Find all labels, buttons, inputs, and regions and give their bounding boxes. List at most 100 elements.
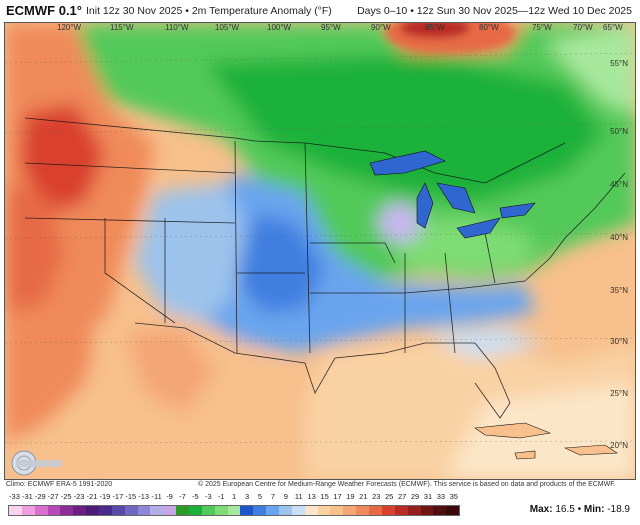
colorbar-tick: -27 <box>47 492 59 501</box>
caribbean-islands <box>474 422 618 460</box>
colorbar-tick: -23 <box>73 492 85 501</box>
colorbar-tick: 1 <box>232 492 237 501</box>
colorbar-tick: -11 <box>151 492 162 501</box>
colorbar-tick: 35 <box>449 492 458 501</box>
colorbar-swatch <box>304 506 318 515</box>
lat-label: 55°N <box>610 59 628 68</box>
lon-label: 110°W <box>165 23 189 32</box>
colorbar-swatch <box>407 506 421 515</box>
header: ECMWF 0.1° Init 12z 30 Nov 2025 • 2m Tem… <box>0 0 640 22</box>
run-info: Init 12z 30 Nov 2025 • 2m Temperature An… <box>86 5 332 17</box>
colorbar-swatch <box>9 506 22 515</box>
colorbar-swatch <box>433 506 447 515</box>
colorbar-tick: 11 <box>294 492 303 501</box>
colorbar-swatch <box>47 506 61 515</box>
colorbar-swatch <box>176 506 190 515</box>
colorbar-tick: 9 <box>283 492 288 501</box>
colorbar <box>8 505 460 516</box>
lon-label: 65°W <box>603 23 623 32</box>
colorbar-swatch <box>111 506 125 515</box>
colorbar-tick: 23 <box>372 492 381 501</box>
climo-note: Climo: ECMWF ERA-5 1991-2020 <box>6 481 113 488</box>
colorbar-swatch <box>266 506 280 515</box>
colorbar-swatch <box>99 506 112 515</box>
colorbar-tick: -19 <box>99 492 111 501</box>
colorbar-tick: -29 <box>34 492 46 501</box>
colorbar-swatch <box>369 506 382 515</box>
colorbar-tick: -5 <box>192 492 199 501</box>
colorbar-swatch <box>317 506 331 515</box>
anomaly-field <box>5 23 635 479</box>
colorbar-tick: 7 <box>270 492 275 501</box>
colorbar-swatch <box>201 506 215 515</box>
colorbar-swatch <box>253 506 267 515</box>
max-value: 16.5 <box>555 504 575 515</box>
colorbar-swatch <box>420 506 434 515</box>
graticule <box>5 52 635 444</box>
lon-label: 90°W <box>371 23 391 32</box>
colorbar-swatch <box>124 506 138 515</box>
lon-label: 85°W <box>425 23 445 32</box>
colorbar-swatch <box>343 506 357 515</box>
colorbar-tick: 15 <box>320 492 329 501</box>
min-label: Min: <box>583 504 605 515</box>
colorbar-tick: 17 <box>333 492 342 501</box>
colorbar-swatch <box>330 506 344 515</box>
lon-label: 70°W <box>573 23 593 32</box>
lat-label: 45°N <box>610 180 628 189</box>
colorbar-swatch <box>214 506 228 515</box>
colorbar-tick: 31 <box>423 492 433 501</box>
colorbar-tick: -3 <box>204 492 212 501</box>
stats: Max: 16.5 • Min: -18.9 <box>529 504 630 515</box>
lon-label: 95°W <box>321 23 341 32</box>
colorbar-swatch <box>189 506 202 515</box>
valid-period: Days 0–10 • 12z Sun 30 Nov 2025—12z Wed … <box>357 5 632 17</box>
colorbar-tick: -25 <box>60 492 72 501</box>
colorbar-tick: 3 <box>244 492 250 501</box>
colorbar-tick: 25 <box>385 492 394 501</box>
colorbar-swatch <box>34 506 48 515</box>
model-title: ECMWF 0.1° <box>6 3 82 18</box>
lon-label: 100°W <box>267 23 292 32</box>
boundaries <box>24 117 626 419</box>
colorbar-tick: -7 <box>179 492 186 501</box>
lat-label: 20°N <box>610 441 628 450</box>
weatherbell-logo <box>8 448 66 478</box>
lon-label: 120°W <box>57 23 82 32</box>
colorbar-swatch <box>21 506 35 515</box>
colorbar-swatch <box>150 506 164 515</box>
lat-label: 35°N <box>610 286 628 295</box>
copyright-note: © 2025 European Centre for Medium-Range … <box>198 481 616 488</box>
great-lakes <box>369 150 536 239</box>
colorbar-swatch <box>86 506 100 515</box>
min-value: -18.9 <box>607 504 630 515</box>
map-svg <box>5 23 635 479</box>
colorbar-tick: -9 <box>166 492 173 501</box>
colorbar-swatch <box>291 506 305 515</box>
colorbar-swatch <box>60 506 74 515</box>
colorbar-swatch <box>356 506 370 515</box>
colorbar-ticks: -33 -31 -29 -27 -25 -23 -21 -19 -17 -15 -13 -11 -9 -7… <box>8 492 460 503</box>
colorbar-tick: 13 <box>307 492 316 501</box>
lat-label: 25°N <box>610 389 628 398</box>
colorbar-swatch <box>227 506 241 515</box>
lon-label: 80°W <box>479 23 499 32</box>
lon-label: 105°W <box>215 23 240 32</box>
colorbar-swatch <box>446 506 460 515</box>
colorbar-tick: -13 <box>138 492 150 501</box>
colorbar-tick: -1 <box>217 492 225 501</box>
max-label: Max: <box>529 504 553 515</box>
colorbar-tick: -21 <box>86 492 98 501</box>
colorbar-tick: 19 <box>346 492 355 501</box>
colorbar-swatch <box>381 506 395 515</box>
colorbar-tick: 33 <box>436 492 446 501</box>
colorbar-tick: 5 <box>257 492 263 501</box>
colorbar-tick: 27 <box>397 492 407 501</box>
colorbar-tick: -15 <box>125 492 137 501</box>
lon-label: 75°W <box>532 23 552 32</box>
colorbar-tick: -31 <box>21 492 33 501</box>
colorbar-tick: -17 <box>112 492 124 501</box>
lat-label: 50°N <box>610 127 628 136</box>
colorbar-tick: 29 <box>410 492 420 501</box>
